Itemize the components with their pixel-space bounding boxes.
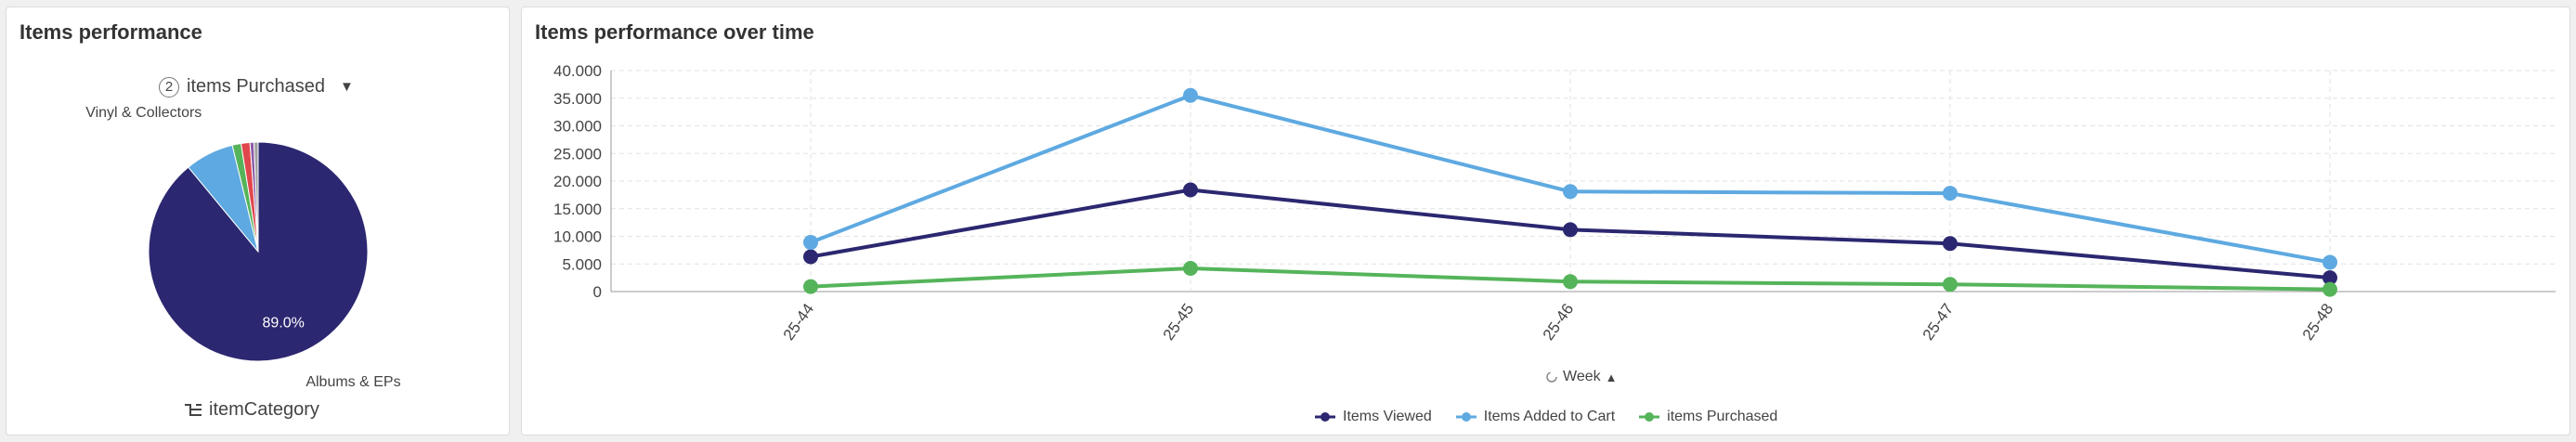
x-tick-label: 25-46 [1540,300,1578,344]
data-point[interactable] [803,279,818,294]
line-panel-title: Items performance over time [535,20,814,44]
x-axis-selector[interactable]: Week ▲ [1545,369,1617,385]
legend-item[interactable]: Items Viewed [1315,409,1432,425]
x-tick-label: 25-44 [780,300,818,344]
items-performance-over-time-panel: Items performance over time 0 5.000 10.000… [521,6,2570,436]
data-point[interactable] [1943,186,1958,202]
caret-down-icon: ▼ [339,79,354,95]
y-tick-label: 5.000 [562,255,602,273]
data-point[interactable] [1183,182,1198,198]
pie-slice-label: Vinyl & Collectors [85,105,202,121]
data-point[interactable] [1943,236,1958,252]
x-tick-label: 25-45 [1160,300,1198,344]
data-point[interactable] [2322,281,2337,297]
y-tick-label: 30.000 [553,118,602,136]
pie-panel-title: Items performance [20,20,202,44]
measure-selector[interactable]: 2 items Purchased ▼ [159,76,354,98]
data-point[interactable] [1183,261,1198,277]
legend-swatch [1455,412,1477,422]
legend-swatch [1315,412,1335,422]
dimension-selector[interactable]: itemCategory [183,399,319,421]
chart-legend: Items Viewed Items Added to Cart items Pur… [1315,409,1777,425]
series-line [810,93,2331,265]
data-point[interactable] [1183,87,1198,103]
loading-circle-icon [1546,371,1557,383]
hierarchy-icon [185,403,202,416]
y-tick-label: 10.000 [553,228,602,246]
legend-swatch [1639,412,1660,422]
y-tick-label: 15.000 [553,201,602,218]
y-tick-label: 25.000 [553,145,602,162]
items-performance-panel: Items performance 2 items Purchased ▼ 89… [6,6,510,436]
x-tick-label: 25-48 [2299,300,2337,344]
sort-up-icon: ▲ [1605,370,1618,384]
pie-slice-label: Albums & EPs [306,374,400,390]
data-point[interactable] [1943,277,1958,292]
y-tick-label: 40.000 [553,62,602,80]
x-axis-title: Week [1563,369,1601,384]
data-point[interactable] [2322,270,2337,286]
measure-count-badge: 2 [159,76,179,98]
data-point[interactable] [1563,222,1578,238]
pie-percent-label: 89.0% [262,315,304,331]
data-point[interactable] [2322,254,2337,270]
legend-item[interactable]: items Purchased [1639,409,1777,425]
legend-item[interactable]: Items Added to Cart [1455,409,1616,425]
pie-slice[interactable] [254,141,259,253]
dimension-label: itemCategory [209,399,319,420]
measure-label: items Purchased [187,76,325,97]
y-tick-label: 0 [593,283,602,301]
pie-chart: 89.0% Albums & EPs Vinyl & Collectors [85,105,400,390]
data-point[interactable] [1563,274,1578,290]
y-tick-label: 20.000 [553,173,602,190]
line-chart: 0 5.000 10.000 15.000 20.000 25.000 30.000 35.0… [553,62,2556,344]
data-point[interactable] [803,249,818,265]
y-tick-label: 35.000 [553,90,602,108]
data-point[interactable] [1563,184,1578,200]
x-tick-label: 25-47 [1919,300,1958,344]
legend-label: items Purchased [1667,409,1778,424]
legend-label: Items Viewed [1343,409,1432,424]
data-point[interactable] [803,235,818,251]
legend-label: Items Added to Cart [1483,409,1616,424]
